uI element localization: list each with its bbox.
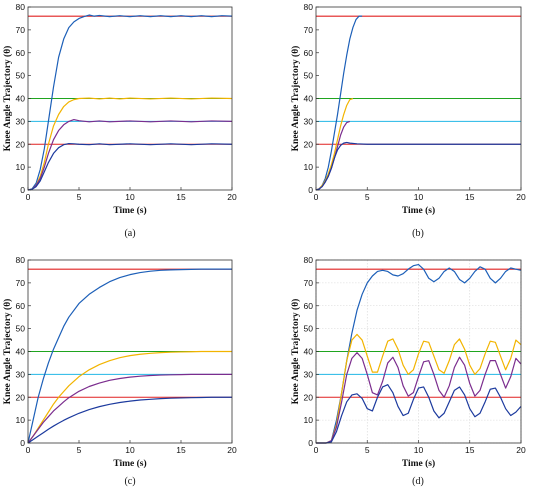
- chart-3-y-tick-label-8: 80: [304, 255, 314, 265]
- chart-2-x-tick-label-4: 20: [227, 445, 237, 455]
- chart-2-x-tick-label-2: 10: [125, 445, 135, 455]
- chart-1-x-axis-label: Time (s): [402, 205, 435, 216]
- chart-2-y-axis-label: Knee Angle Trajectory (θ): [2, 299, 13, 405]
- chart-2-series-line-1: [27, 350, 232, 444]
- chart-3-caption: (d): [412, 476, 424, 487]
- chart-1-x-tick-label-1: 5: [365, 192, 370, 202]
- chart-0-y-tick-label-4: 40: [16, 94, 26, 104]
- chart-3-y-tick-label-4: 40: [304, 347, 314, 357]
- chart-2-y-tick-label-7: 70: [16, 278, 26, 288]
- chart-0-y-tick-label-8: 80: [16, 2, 26, 12]
- chart-3-x-tick-label-1: 5: [365, 445, 370, 455]
- chart-2-y-tick-label-4: 40: [16, 347, 26, 357]
- chart-0-y-tick-label-2: 20: [16, 139, 26, 149]
- chart-1-y-tick-label-8: 80: [304, 2, 314, 12]
- chart-3-y-tick-label-0: 0: [308, 438, 313, 448]
- chart-0-y-tick-label-6: 60: [16, 48, 26, 58]
- chart-2-x-tick-label-0: 0: [26, 445, 31, 455]
- chart-1-y-tick-label-4: 40: [304, 94, 314, 104]
- chart-3-series-line-0: [316, 263, 522, 444]
- chart-0-x-tick-label-1: 5: [77, 192, 82, 202]
- chart-1-caption: (b): [412, 228, 424, 239]
- chart-2-y-tick-label-1: 10: [16, 415, 26, 425]
- chart-1-y-axis-label: Knee Angle Trajectory (θ): [290, 46, 301, 152]
- chart-1-series-line-1: [315, 97, 354, 191]
- chart-0-series-line-1: [27, 97, 233, 191]
- chart-2-y-tick-label-0: 0: [20, 438, 25, 448]
- chart-0-series-line-0: [27, 14, 233, 191]
- chart-2-x-tick-label-3: 15: [176, 445, 186, 455]
- chart-1-y-tick-label-6: 60: [304, 48, 314, 58]
- chart-0-x-tick-label-4: 20: [227, 192, 237, 202]
- chart-1-x-tick-label-4: 20: [516, 192, 526, 202]
- chart-0-x-tick-label-0: 0: [26, 192, 31, 202]
- chart-3-series-line-2: [316, 352, 522, 444]
- chart-1-y-tick-label-0: 0: [308, 185, 313, 195]
- subplot-d: 0 5 10 15 20 0 10 20 30 40 50 60 70 80 Time (s) Knee An…: [290, 255, 526, 487]
- chart-2-caption: (c): [124, 476, 135, 487]
- chart-3-x-tick-label-4: 20: [516, 445, 526, 455]
- chart-2-x-axis-label: Time (s): [113, 458, 146, 469]
- chart-2-y-tick-label-8: 80: [16, 255, 26, 265]
- chart-2-y-tick-label-2: 20: [16, 392, 26, 402]
- chart-1-x-tick-label-3: 15: [465, 192, 475, 202]
- chart-0-series-line-2: [27, 118, 233, 191]
- chart-3-series-line-3: [316, 384, 522, 444]
- chart-2-series-line-2: [27, 373, 232, 444]
- chart-0-caption: (a): [124, 228, 135, 239]
- chart-3-y-tick-label-2: 20: [304, 392, 314, 402]
- chart-1-series-line-0: [315, 15, 363, 191]
- subplot-b: 0 5 10 15 20 0 10 20 30 40 50 60 70 80 Time (s) Knee An…: [290, 2, 526, 239]
- subplot-c: 0 5 10 15 20 0 10 20 30 40 50 60 70 80 Time (s) Knee An…: [2, 255, 237, 487]
- chart-3-y-tick-label-1: 10: [304, 415, 314, 425]
- chart-3-y-tick-label-7: 70: [304, 278, 314, 288]
- chart-2-series-line-3: [27, 396, 232, 444]
- chart-3-y-tick-label-6: 60: [304, 301, 314, 311]
- chart-1-y-tick-label-2: 20: [304, 139, 314, 149]
- chart-1-x-tick-label-2: 10: [414, 192, 424, 202]
- chart-3-y-tick-label-3: 30: [304, 369, 314, 379]
- chart-3-x-tick-label-2: 10: [414, 445, 424, 455]
- chart-1-series-line-3: [315, 141, 521, 191]
- chart-0-y-tick-label-1: 10: [16, 162, 26, 172]
- chart-3-x-tick-label-0: 0: [314, 445, 319, 455]
- chart-3-x-tick-label-3: 15: [465, 445, 475, 455]
- chart-1-y-tick-label-7: 70: [304, 25, 314, 35]
- chart-1-y-tick-label-3: 30: [304, 116, 314, 126]
- chart-0-series-line-3: [27, 142, 233, 191]
- chart-1-y-tick-label-5: 50: [304, 71, 314, 81]
- chart-2-x-tick-label-1: 5: [77, 445, 82, 455]
- chart-0-y-tick-label-7: 70: [16, 25, 26, 35]
- subplot-a: 0 5 10 15 20 0 10 20 30 40 50 60 70 80 Time (s) Knee An…: [2, 2, 237, 239]
- chart-2-y-tick-label-6: 60: [16, 301, 26, 311]
- chart-3-x-axis-label: Time (s): [402, 458, 435, 469]
- chart-2-y-tick-label-3: 30: [16, 369, 26, 379]
- chart-2-y-tick-label-5: 50: [16, 324, 26, 334]
- chart-2-series-line-0: [27, 268, 232, 444]
- chart-0-x-tick-label-2: 10: [125, 192, 135, 202]
- chart-3-y-tick-label-5: 50: [304, 324, 314, 334]
- chart-0-y-tick-label-3: 30: [16, 116, 26, 126]
- chart-3-y-axis-label: Knee Angle Trajectory (θ): [290, 299, 301, 405]
- chart-0-y-tick-label-5: 50: [16, 71, 26, 81]
- chart-0-x-tick-label-3: 15: [176, 192, 186, 202]
- chart-1-y-tick-label-1: 10: [304, 162, 314, 172]
- chart-0-x-axis-label: Time (s): [113, 205, 146, 216]
- chart-0-y-axis-label: Knee Angle Trajectory (θ): [2, 46, 13, 152]
- chart-3-series-line-1: [316, 333, 522, 444]
- chart-0-y-tick-label-0: 0: [20, 185, 25, 195]
- chart-1-x-tick-label-0: 0: [314, 192, 319, 202]
